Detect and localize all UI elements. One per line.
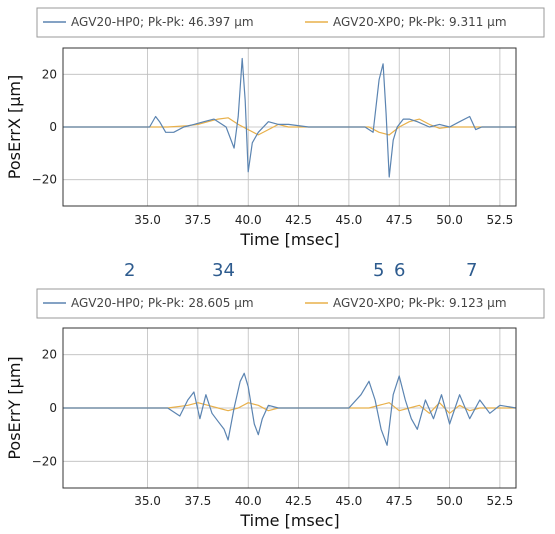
series-layer	[63, 57, 516, 178]
y-tick-label: 0	[49, 401, 57, 415]
x-tick-label: 52.5	[487, 494, 514, 508]
legend-label-hp0: AGV20-HP0; Pk-Pk: 28.605 µm	[71, 296, 254, 310]
series-layer	[63, 372, 517, 446]
y-tick-label: −20	[32, 173, 57, 187]
legend-label-hp0: AGV20-HP0; Pk-Pk: 46.397 µm	[71, 15, 254, 29]
marker-34: 34	[212, 260, 235, 281]
marker-7: 7	[466, 260, 477, 281]
legend-label-xp0: AGV20-XP0; Pk-Pk: 9.123 µm	[333, 296, 507, 310]
x-tick-label: 45.0	[336, 494, 363, 508]
legend-bottom	[36, 288, 545, 319]
x-tick-label: 37.5	[185, 494, 212, 508]
y-tick-label: 20	[42, 348, 57, 362]
marker-2: 2	[124, 260, 135, 281]
plot-frame	[62, 47, 517, 207]
x-tick-label: 40.0	[235, 494, 262, 508]
y-axis-label: PosErrY [µm]	[5, 356, 24, 459]
event-markers: 2 34 5 6 7	[124, 260, 477, 281]
posErrY-chart: AGV20-HP0; Pk-Pk: 28.605 µm AGV20-XP0; P…	[5, 288, 545, 530]
x-tick-label: 52.5	[487, 213, 514, 227]
x-tick-label: 50.0	[436, 494, 463, 508]
y-axis-label: PosErrX [µm]	[5, 75, 24, 179]
x-tick-label: 50.0	[436, 213, 463, 227]
x-tick-label: 47.5	[386, 494, 413, 508]
y-tick-label: −20	[32, 454, 57, 468]
x-tick-label: 42.5	[285, 494, 312, 508]
series-line-hp0	[63, 372, 517, 446]
legend-label-xp0: AGV20-XP0; Pk-Pk: 9.311 µm	[333, 15, 507, 29]
plot-frame	[62, 327, 517, 489]
x-tick-label: 35.0	[134, 213, 161, 227]
x-axis-label: Time [msec]	[239, 230, 339, 249]
x-tick-label: 37.5	[185, 213, 212, 227]
x-tick-label: 45.0	[336, 213, 363, 227]
series-line-hp0	[63, 57, 516, 178]
posErrX-chart: AGV20-HP0; Pk-Pk: 46.397 µm AGV20-XP0; P…	[5, 7, 545, 249]
legend-top	[36, 7, 545, 38]
y-tick-label: 0	[49, 120, 57, 134]
x-tick-label: 35.0	[134, 494, 161, 508]
y-tick-label: 20	[42, 67, 57, 81]
x-tick-label: 47.5	[386, 213, 413, 227]
tick-labels: 35.0 37.5 40.0 42.5 45.0 47.5 50.0 52.5 20 0 −20	[32, 348, 514, 508]
marker-5: 5	[373, 260, 384, 281]
marker-6: 6	[394, 260, 405, 281]
series-line-xp0	[63, 117, 516, 136]
x-tick-label: 40.0	[235, 213, 262, 227]
x-tick-label: 42.5	[285, 213, 312, 227]
tick-labels: 35.0 37.5 40.0 42.5 45.0 47.5 50.0 52.5 20 0 −20	[32, 67, 514, 227]
x-axis-label: Time [msec]	[239, 511, 339, 530]
